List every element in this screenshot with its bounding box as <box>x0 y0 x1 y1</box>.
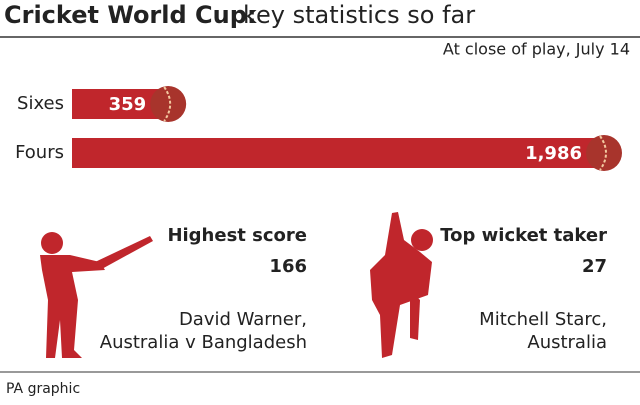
stat-heading: Highest score <box>167 225 307 246</box>
bowler-silhouette <box>370 212 433 358</box>
ball <box>586 135 622 171</box>
category-label: Fours <box>15 142 64 163</box>
bar <box>72 138 604 168</box>
value-label: 359 <box>109 94 147 115</box>
batsman-silhouette <box>40 232 153 358</box>
stat-value: 27 <box>582 256 607 277</box>
chart-subtitle: key statistics so far <box>243 1 475 29</box>
chart-title: Cricket World Cup: <box>4 1 257 29</box>
ball <box>150 86 187 122</box>
stat-detail: Australia v Bangladesh <box>100 332 307 353</box>
value-label: 1,986 <box>525 143 582 164</box>
footer: PA graphic <box>6 381 80 397</box>
stat-heading: Top wicket taker <box>440 225 607 246</box>
stat-value: 166 <box>269 256 307 277</box>
category-label: Sixes <box>17 93 64 114</box>
stat-name: Mitchell Starc, <box>479 309 607 330</box>
stat-name: David Warner, <box>179 309 307 330</box>
note: At close of play, July 14 <box>443 40 630 59</box>
stat-detail: Australia <box>527 332 607 353</box>
